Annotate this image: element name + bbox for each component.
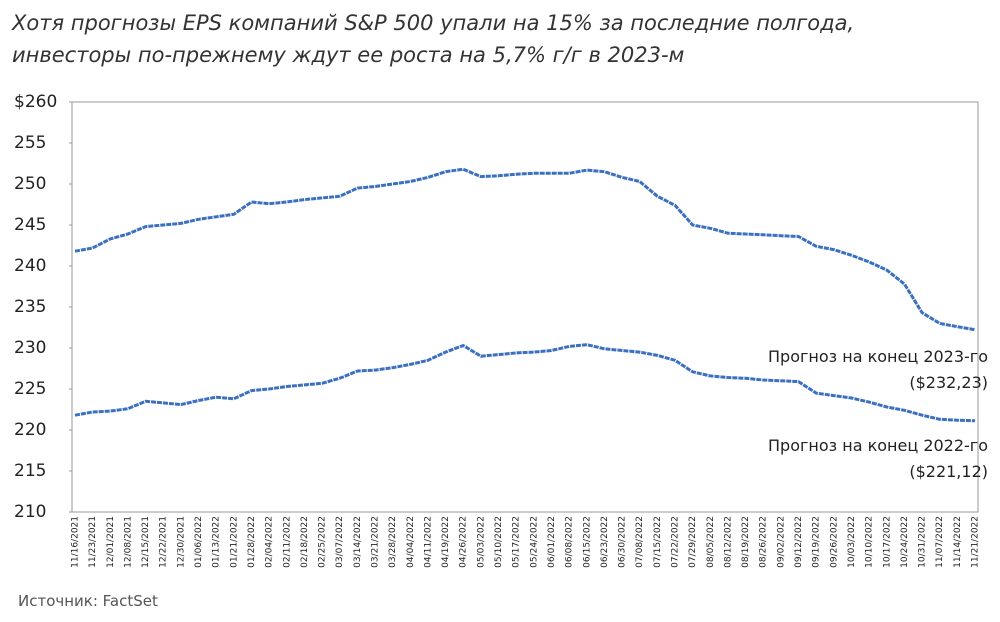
- x-tick-label: 12/15/2021: [141, 516, 151, 568]
- y-tick-label: 225: [14, 379, 46, 399]
- series-line: [74, 167, 976, 332]
- annotation-value: ($221,12): [909, 462, 988, 481]
- x-tick-label: 11/14/2022: [953, 516, 963, 568]
- y-tick-label: 215: [14, 461, 46, 481]
- x-tick-label: 12/01/2021: [106, 516, 116, 568]
- y-tick-label: 240: [14, 256, 46, 276]
- x-tick-label: 01/28/2022: [247, 516, 257, 568]
- series-line: [74, 343, 976, 423]
- x-tick-label: 04/11/2022: [423, 516, 433, 568]
- y-tick-label: 220: [14, 420, 46, 440]
- x-tick-label: 07/08/2022: [635, 516, 645, 568]
- x-tick-label: 04/26/2022: [459, 516, 469, 568]
- chart-title: Хотя прогнозы EPS компаний S&P 500 упали…: [11, 11, 854, 35]
- x-tick-label: 01/06/2022: [194, 516, 204, 568]
- x-tick-label: 03/28/2022: [388, 516, 398, 568]
- x-tick-label: 06/30/2022: [618, 516, 628, 568]
- x-tick-label: 01/13/2022: [212, 516, 222, 568]
- x-tick-label: 01/21/2022: [229, 516, 239, 568]
- x-tick-label: 10/10/2022: [865, 516, 875, 568]
- y-tick-label: 230: [14, 338, 46, 358]
- y-tick-label: 235: [14, 297, 46, 317]
- annotation: Прогноз на конец 2022-го: [768, 436, 988, 455]
- x-tick-label: 10/31/2022: [918, 516, 928, 568]
- x-tick-label: 02/04/2022: [265, 516, 275, 568]
- x-tick-label: 10/03/2022: [847, 516, 857, 568]
- x-tick-label: 04/04/2022: [406, 516, 416, 568]
- y-tick-label: 210: [14, 502, 46, 522]
- x-tick-label: 08/05/2022: [706, 516, 716, 568]
- annotation: Прогноз на конец 2023-го: [768, 347, 988, 366]
- x-tick-label: 12/08/2021: [123, 516, 133, 568]
- x-tick-label: 05/24/2022: [529, 516, 539, 568]
- x-tick-label: 08/12/2022: [723, 516, 733, 568]
- x-tick-label: 06/23/2022: [600, 516, 610, 568]
- x-tick-label: 08/19/2022: [741, 516, 751, 568]
- x-tick-label: 04/19/2022: [441, 516, 451, 568]
- x-tick-label: 09/26/2022: [829, 516, 839, 568]
- x-tick-label: 02/18/2022: [300, 516, 310, 568]
- annotation-value: ($232,23): [909, 373, 988, 392]
- x-tick-label: 05/03/2022: [476, 516, 486, 568]
- x-tick-label: 03/07/2022: [335, 516, 345, 568]
- x-tick-label: 06/15/2022: [582, 516, 592, 568]
- x-tick-label: 09/02/2022: [776, 516, 786, 568]
- x-tick-label: 11/23/2021: [88, 516, 98, 568]
- x-tick-label: 11/07/2022: [935, 516, 945, 568]
- x-tick-label: 08/26/2022: [759, 516, 769, 568]
- x-tick-label: 02/11/2022: [282, 516, 292, 568]
- x-tick-label: 12/30/2021: [176, 516, 186, 568]
- source: Источник: FactSet: [18, 592, 158, 610]
- x-tick-label: 03/14/2022: [353, 516, 363, 568]
- x-tick-label: 06/08/2022: [565, 516, 575, 568]
- x-tick-label: 07/15/2022: [653, 516, 663, 568]
- y-tick-label: $260: [14, 92, 57, 112]
- chart-subtitle: инвесторы по-прежнему ждут ее роста на 5…: [12, 43, 685, 67]
- x-tick-label: 11/16/2021: [71, 516, 81, 568]
- x-tick-label: 09/12/2022: [794, 516, 804, 568]
- y-tick-label: 250: [14, 174, 46, 194]
- x-tick-label: 05/17/2022: [512, 516, 522, 568]
- x-tick-label: 07/29/2022: [688, 516, 698, 568]
- x-tick-label: 11/21/2022: [971, 516, 981, 568]
- x-tick-label: 03/21/2022: [371, 516, 381, 568]
- y-tick-label: 245: [14, 215, 46, 235]
- x-tick-label: 09/19/2022: [812, 516, 822, 568]
- x-tick-label: 05/10/2022: [494, 516, 504, 568]
- x-tick-label: 10/17/2022: [882, 516, 892, 568]
- x-tick-label: 10/24/2022: [900, 516, 910, 568]
- x-tick-label: 02/25/2022: [318, 516, 328, 568]
- x-tick-label: 07/22/2022: [671, 516, 681, 568]
- y-tick-label: 255: [14, 133, 46, 153]
- x-tick-label: 06/01/2022: [547, 516, 557, 568]
- x-tick-label: 12/22/2021: [159, 516, 169, 568]
